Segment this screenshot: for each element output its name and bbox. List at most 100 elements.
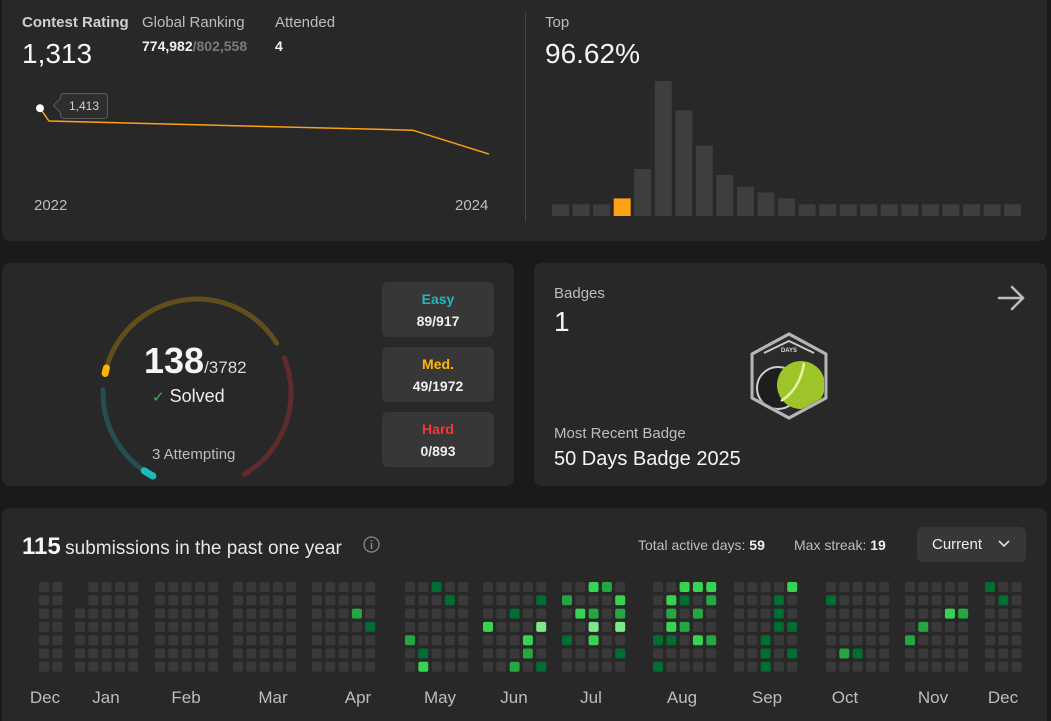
heatmap-cell[interactable] [588,595,599,606]
heatmap-cell[interactable] [918,608,929,619]
heatmap-cell[interactable] [233,621,243,632]
heatmap-cell[interactable] [562,621,572,632]
heatmap-cell[interactable] [852,608,863,619]
heatmap-cell[interactable] [706,595,717,606]
heatmap-cell[interactable] [536,621,547,632]
heatmap-cell[interactable] [679,582,690,592]
heatmap-cell[interactable] [88,635,99,646]
heatmap-cell[interactable] [918,621,929,632]
heatmap-cell[interactable] [931,648,942,659]
heatmap-cell[interactable] [1011,595,1022,606]
medium-stat-box[interactable]: Med. 49/1972 [382,347,494,402]
heatmap-cell[interactable] [509,661,520,672]
heatmap-cell[interactable] [522,582,533,592]
heatmap-cell[interactable] [1011,661,1022,672]
heatmap-cell[interactable] [194,608,205,619]
heatmap-cell[interactable] [155,648,165,659]
heatmap-cell[interactable] [194,582,205,592]
heatmap-cell[interactable] [653,582,663,592]
heatmap-cell[interactable] [75,621,85,632]
badge-50-days-icon[interactable]: DAYS [748,331,830,421]
heatmap-cell[interactable] [75,648,85,659]
heatmap-cell[interactable] [1011,582,1022,592]
heatmap-cell[interactable] [653,635,663,646]
heatmap-cell[interactable] [114,648,125,659]
heatmap-cell[interactable] [734,648,744,659]
heatmap-cell[interactable] [181,582,192,592]
heatmap-cell[interactable] [944,595,955,606]
heatmap-cell[interactable] [958,648,969,659]
heatmap-cell[interactable] [879,661,890,672]
heatmap-cell[interactable] [458,582,469,592]
heatmap-cell[interactable] [52,648,63,659]
heatmap-cell[interactable] [826,661,836,672]
heatmap-cell[interactable] [536,635,547,646]
heatmap-cell[interactable] [615,621,626,632]
heatmap-cell[interactable] [128,621,139,632]
heatmap-cell[interactable] [444,648,455,659]
heatmap-cell[interactable] [168,595,179,606]
heatmap-cell[interactable] [246,582,257,592]
heatmap-cell[interactable] [985,635,995,646]
heatmap-cell[interactable] [325,595,336,606]
heatmap-cell[interactable] [325,648,336,659]
heatmap-cell[interactable] [483,608,493,619]
heatmap-cell[interactable] [692,582,703,592]
heatmap-cell[interactable] [706,648,717,659]
heatmap-cell[interactable] [39,582,49,592]
heatmap-cell[interactable] [679,608,690,619]
heatmap-cell[interactable] [905,595,915,606]
heatmap-cell[interactable] [208,621,219,632]
heatmap-cell[interactable] [760,608,771,619]
heatmap-cell[interactable] [458,661,469,672]
heatmap-cell[interactable] [575,582,586,592]
heatmap-cell[interactable] [985,582,995,592]
heatmap-cell[interactable] [865,635,876,646]
heatmap-cell[interactable] [444,582,455,592]
heatmap-cell[interactable] [286,608,297,619]
heatmap-cell[interactable] [259,661,270,672]
heatmap-cell[interactable] [865,582,876,592]
heatmap-cell[interactable] [88,595,99,606]
heatmap-cell[interactable] [998,621,1009,632]
submission-heatmap[interactable] [2,508,1047,688]
heatmap-cell[interactable] [905,621,915,632]
heatmap-cell[interactable] [601,661,612,672]
heatmap-cell[interactable] [998,648,1009,659]
heatmap-cell[interactable] [233,648,243,659]
heatmap-cell[interactable] [483,635,493,646]
year-select-dropdown[interactable]: Current [917,527,1026,562]
heatmap-cell[interactable] [575,608,586,619]
heatmap-cell[interactable] [958,608,969,619]
heatmap-cell[interactable] [365,621,376,632]
heatmap-cell[interactable] [325,608,336,619]
heatmap-cell[interactable] [431,661,442,672]
heatmap-cell[interactable] [101,635,112,646]
heatmap-cell[interactable] [944,635,955,646]
ranking-histogram[interactable] [548,70,1028,220]
heatmap-cell[interactable] [865,661,876,672]
heatmap-cell[interactable] [114,661,125,672]
heatmap-cell[interactable] [338,595,349,606]
heatmap-cell[interactable] [286,582,297,592]
heatmap-cell[interactable] [734,621,744,632]
heatmap-cell[interactable] [1011,648,1022,659]
heatmap-cell[interactable] [826,621,836,632]
heatmap-cell[interactable] [734,608,744,619]
heatmap-cell[interactable] [155,661,165,672]
heatmap-cell[interactable] [312,648,322,659]
heatmap-cell[interactable] [998,582,1009,592]
heatmap-cell[interactable] [865,595,876,606]
heatmap-cell[interactable] [601,621,612,632]
heatmap-cell[interactable] [52,621,63,632]
heatmap-cell[interactable] [998,635,1009,646]
heatmap-cell[interactable] [562,582,572,592]
heatmap-cell[interactable] [666,608,677,619]
heatmap-cell[interactable] [985,608,995,619]
heatmap-cell[interactable] [562,595,572,606]
heatmap-cell[interactable] [444,621,455,632]
heatmap-cell[interactable] [259,608,270,619]
heatmap-cell[interactable] [562,648,572,659]
heatmap-cell[interactable] [418,648,429,659]
heatmap-cell[interactable] [839,608,850,619]
